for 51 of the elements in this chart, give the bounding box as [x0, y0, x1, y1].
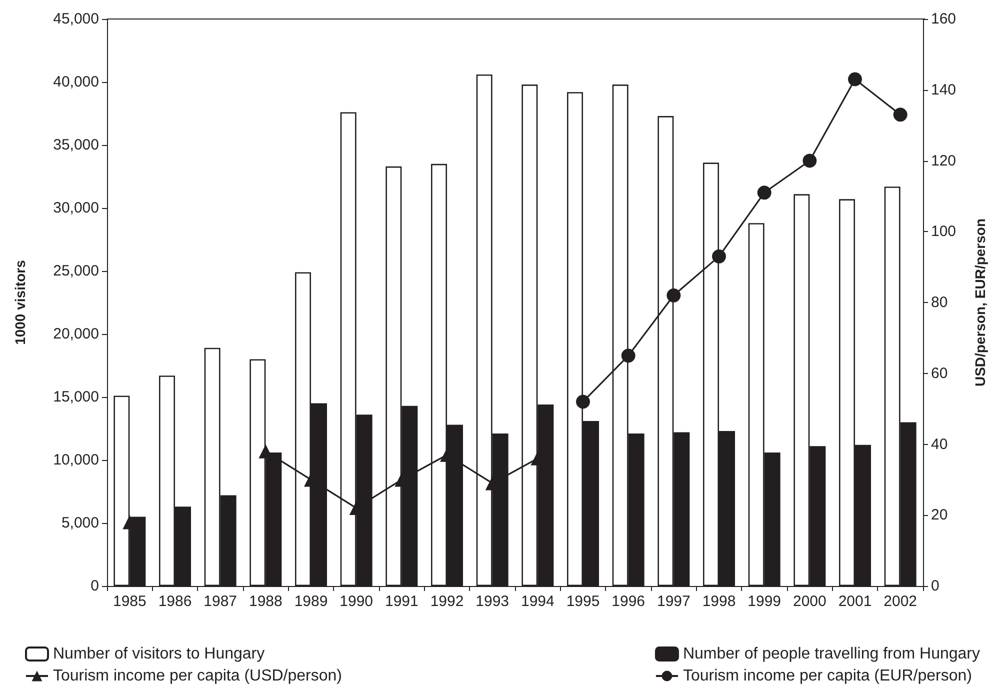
x-tick-label: 1988	[248, 593, 282, 610]
point	[848, 72, 862, 86]
legend-label: Tourism income per capita (USD/person)	[53, 668, 342, 684]
x-tick-label: 1993	[476, 593, 510, 610]
point	[712, 249, 726, 264]
point	[802, 154, 817, 168]
point	[576, 394, 590, 409]
y-tick-label: 35,000	[53, 136, 99, 154]
y-tick-label: 45,000	[53, 10, 99, 28]
x-tick-label: 2002	[884, 593, 918, 610]
x-tick-label: 1997	[656, 593, 690, 610]
point	[666, 288, 681, 302]
x-tick-label: 1987	[204, 593, 238, 610]
y2-tick-label: 100	[931, 223, 956, 240]
x-tick-label: 1991	[384, 593, 418, 610]
y-tick-label: 40,000	[53, 74, 99, 90]
x-tick-label: 1992	[430, 593, 464, 610]
y2-tick-label: 20	[931, 506, 948, 524]
y2-tick-label: 160	[931, 10, 956, 28]
point	[621, 348, 636, 363]
point	[893, 108, 908, 122]
legend-label: Tourism income per capita (EUR/person)	[682, 668, 972, 684]
x-tick-label: 1998	[702, 593, 736, 610]
legend-label: Number of people travelling from Hungary	[682, 646, 980, 662]
y2-tick-label: 140	[931, 81, 956, 98]
x-tick-label: 1985	[112, 593, 146, 610]
y-tick-label: 25,000	[53, 262, 99, 280]
y2-axis-title: USD/person, EUR/person	[972, 218, 988, 387]
y-tick-label: 5,000	[61, 514, 99, 532]
y-axis-title: 1000 visitors	[12, 260, 28, 345]
x-tick-label: 1989	[294, 593, 328, 610]
legend-label: Number of visitors to Hungary	[53, 646, 265, 662]
y2-tick-label: 0	[931, 578, 940, 594]
y-tick-label: 20,000	[53, 326, 99, 342]
y2-tick-label: 120	[931, 152, 956, 170]
y2-tick-label: 40	[931, 436, 948, 453]
y-tick-label: 15,000	[53, 388, 99, 406]
x-tick-label: 2000	[792, 593, 826, 610]
x-tick-label: 1999	[748, 593, 782, 610]
y-tick-label: 10,000	[53, 452, 99, 468]
x-tick-label: 1994	[520, 593, 554, 610]
y2-tick-label: 80	[931, 294, 948, 311]
y-tick-label: 30,000	[53, 200, 99, 216]
x-tick-label: 2001	[838, 593, 872, 610]
y2-tick-label: 60	[931, 364, 948, 382]
point	[757, 186, 772, 200]
x-tick-label: 1995	[566, 593, 600, 610]
x-tick-label: 1990	[340, 593, 374, 610]
x-tick-label: 1996	[612, 593, 646, 610]
y-tick-label: 0	[90, 578, 99, 594]
x-tick-label: 1986	[158, 593, 192, 610]
